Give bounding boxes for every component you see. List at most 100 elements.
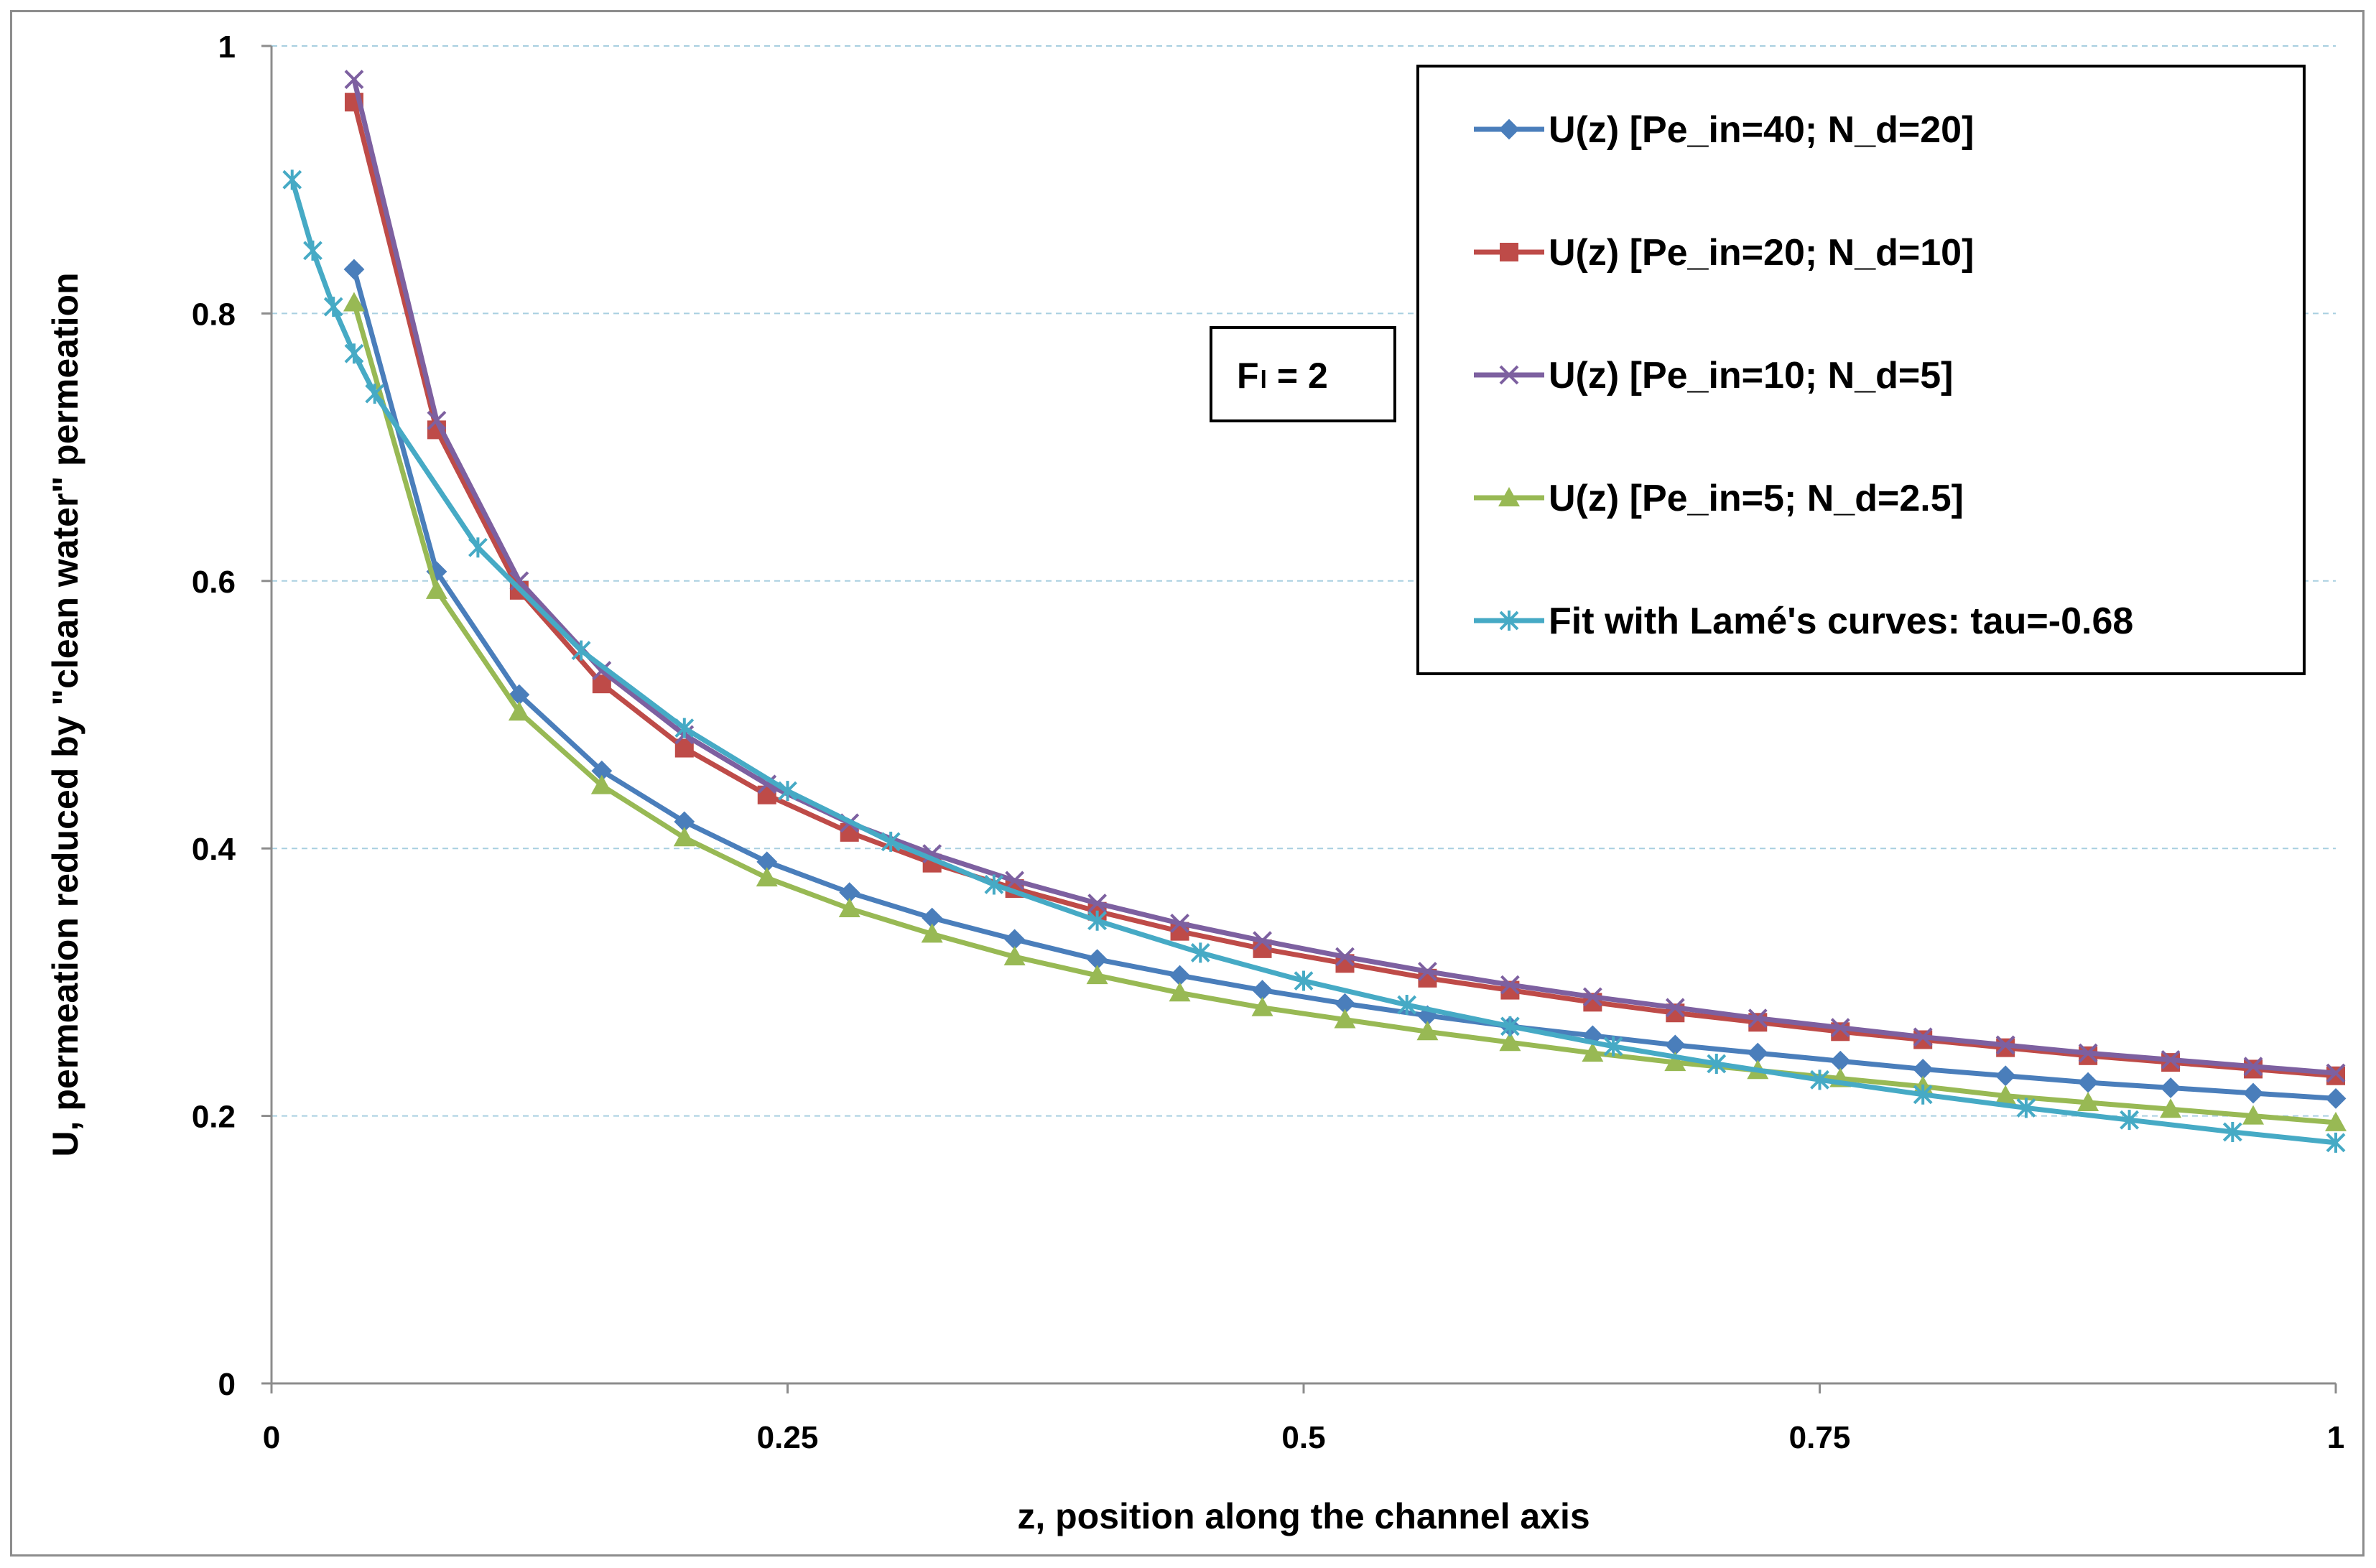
data-point bbox=[2077, 1072, 2099, 1093]
data-point bbox=[1169, 965, 1190, 986]
data-point bbox=[1004, 929, 1026, 950]
data-point bbox=[1582, 1042, 1604, 1062]
y-axis-title: U, permeation reduced by "clean water" p… bbox=[45, 272, 85, 1156]
data-point bbox=[2078, 1043, 2098, 1063]
legend-item: U(z) [Pe_in=5; N_d=2.5] bbox=[1474, 478, 1964, 519]
data-point bbox=[881, 831, 901, 852]
data-point bbox=[921, 923, 943, 943]
data-point bbox=[303, 240, 322, 261]
annotation-main: F bbox=[1237, 356, 1259, 396]
data-point bbox=[1830, 1018, 1850, 1038]
data-point bbox=[1397, 995, 1417, 1016]
data-point bbox=[1335, 947, 1355, 967]
data-point bbox=[2160, 1098, 2182, 1118]
legend-item: U(z) [Pe_in=40; N_d=20] bbox=[1474, 109, 1974, 151]
legend: U(z) [Pe_in=40; N_d=20] U(z) [Pe_in=20; N… bbox=[1416, 65, 2306, 675]
data-point bbox=[1294, 970, 1314, 991]
legend-label: U(z) [Pe_in=10; N_d=5] bbox=[1549, 355, 1954, 396]
series-u-z-pe-in-40-n-d-20 bbox=[343, 259, 2347, 1109]
series-fit-with-lam-s-curves-tau-0-68 bbox=[282, 170, 2346, 1153]
legend-swatch-marker bbox=[1498, 119, 1520, 140]
data-point bbox=[427, 410, 447, 430]
data-point bbox=[425, 579, 447, 599]
legend-label: U(z) [Pe_in=40; N_d=20] bbox=[1549, 109, 1974, 151]
data-point bbox=[2222, 1121, 2242, 1142]
data-point bbox=[571, 640, 591, 661]
data-point bbox=[2325, 1087, 2347, 1109]
data-point bbox=[1912, 1059, 1934, 1080]
data-point bbox=[1913, 1027, 1933, 1047]
data-point bbox=[1005, 871, 1025, 891]
y-tick-label: 0.6 bbox=[192, 565, 236, 600]
legend-swatch-marker bbox=[1500, 243, 1518, 261]
annotation-border bbox=[1210, 326, 1396, 422]
data-point bbox=[1747, 1042, 1768, 1064]
data-point bbox=[984, 874, 1004, 895]
data-point bbox=[674, 718, 695, 738]
data-point bbox=[1664, 1052, 1686, 1072]
data-point bbox=[1995, 1065, 2016, 1087]
data-point bbox=[778, 781, 797, 802]
legend-label: U(z) [Pe_in=20; N_d=10] bbox=[1549, 232, 1974, 274]
annotation-label: Fl = 2 bbox=[1237, 356, 1328, 396]
series-line bbox=[289, 179, 2336, 1146]
data-point bbox=[2242, 1105, 2265, 1125]
annotation-sub: l bbox=[1261, 366, 1267, 394]
data-point bbox=[468, 537, 488, 558]
data-point bbox=[1810, 1070, 1829, 1090]
data-point bbox=[1995, 1035, 2015, 1055]
data-point bbox=[2326, 1063, 2346, 1083]
data-point bbox=[2016, 1098, 2036, 1118]
y-tick-label: 0.4 bbox=[192, 832, 236, 867]
data-point bbox=[343, 259, 365, 280]
data-point bbox=[323, 297, 343, 317]
data-point bbox=[509, 571, 529, 591]
legend-item: Fit with Lamé's curves: tau=-0.68 bbox=[1474, 600, 2133, 642]
data-point bbox=[2243, 1057, 2263, 1077]
data-point bbox=[1418, 962, 1437, 981]
data-point bbox=[2160, 1077, 2181, 1098]
annotation-rest: = 2 bbox=[1267, 356, 1328, 396]
y-tick-label: 0.2 bbox=[192, 1100, 236, 1135]
legend-swatch-marker bbox=[1499, 365, 1519, 385]
data-point bbox=[2326, 1132, 2346, 1153]
data-point bbox=[365, 384, 385, 404]
y-tick-label: 0 bbox=[218, 1367, 236, 1402]
data-point bbox=[1334, 1008, 1356, 1029]
y-tick-label: 0.8 bbox=[192, 297, 236, 332]
legend-border bbox=[1416, 65, 2306, 675]
data-point bbox=[1170, 914, 1189, 933]
data-point bbox=[1253, 931, 1272, 951]
data-point bbox=[1664, 1034, 1686, 1056]
legend-label: U(z) [Pe_in=5; N_d=2.5] bbox=[1549, 478, 1964, 519]
data-point bbox=[1748, 1008, 1768, 1029]
tick-labels: 0 0.2 0.4 0.6 0.8 1 0 0.25 0.5 0.75 1 bbox=[192, 29, 2344, 1455]
x-tick-label: 0.5 bbox=[1281, 1420, 1325, 1455]
data-point bbox=[1499, 1031, 1521, 1052]
x-tick-label: 0.25 bbox=[757, 1420, 819, 1455]
data-point bbox=[838, 897, 860, 917]
data-point bbox=[756, 867, 778, 887]
data-point bbox=[344, 70, 364, 89]
data-point bbox=[590, 774, 613, 794]
data-point bbox=[1913, 1084, 1933, 1105]
data-point bbox=[2242, 1082, 2264, 1104]
data-point bbox=[1665, 998, 1685, 1018]
data-point bbox=[282, 170, 302, 190]
data-point bbox=[1582, 987, 1602, 1007]
data-point bbox=[1087, 894, 1108, 913]
data-point bbox=[2325, 1111, 2347, 1131]
legend-swatch-marker bbox=[1499, 611, 1519, 631]
data-point bbox=[2161, 1049, 2181, 1070]
data-point bbox=[1190, 942, 1210, 963]
legend-item: U(z) [Pe_in=20; N_d=10] bbox=[1474, 232, 1974, 274]
data-point bbox=[1829, 1050, 1851, 1072]
y-tick-label: 1 bbox=[218, 29, 236, 65]
data-point bbox=[1500, 975, 1520, 995]
data-point bbox=[2120, 1110, 2140, 1131]
x-axis-title: z, position along the channel axis bbox=[1017, 1496, 1590, 1536]
x-tick-label: 0 bbox=[263, 1420, 280, 1455]
legend-swatch-marker bbox=[1498, 487, 1520, 506]
data-point bbox=[1500, 1016, 1520, 1036]
